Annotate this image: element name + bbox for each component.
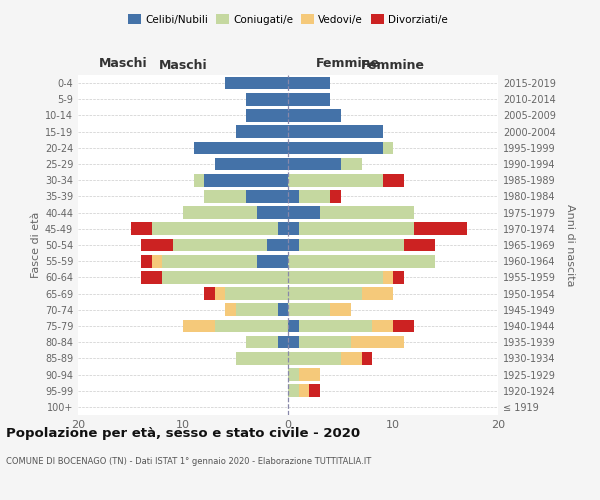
Bar: [130, 222, 151, 235]
Bar: [246, 93, 288, 106]
Bar: [246, 109, 288, 122]
Text: Femmine: Femmine: [316, 57, 380, 70]
Bar: [288, 190, 299, 202]
Bar: [277, 336, 288, 348]
Bar: [288, 255, 435, 268]
Bar: [183, 320, 215, 332]
Bar: [383, 142, 393, 154]
Bar: [151, 222, 277, 235]
Bar: [351, 336, 404, 348]
Bar: [299, 222, 414, 235]
Bar: [361, 288, 393, 300]
Bar: [288, 288, 361, 300]
Bar: [246, 190, 288, 202]
Bar: [383, 174, 404, 186]
Bar: [299, 238, 404, 252]
Y-axis label: Anni di nascita: Anni di nascita: [565, 204, 575, 286]
Bar: [215, 320, 288, 332]
Bar: [320, 206, 414, 219]
Text: Femmine: Femmine: [361, 60, 425, 72]
Bar: [299, 190, 330, 202]
Bar: [235, 304, 277, 316]
Bar: [288, 336, 299, 348]
Bar: [204, 190, 246, 202]
Bar: [288, 222, 299, 235]
Bar: [225, 288, 288, 300]
Legend: Celibi/Nubili, Coniugati/e, Vedovi/e, Divorziati/e: Celibi/Nubili, Coniugati/e, Vedovi/e, Di…: [124, 10, 452, 29]
Bar: [204, 288, 215, 300]
Bar: [277, 222, 288, 235]
Bar: [361, 352, 372, 364]
Bar: [288, 174, 383, 186]
Bar: [330, 190, 341, 202]
Bar: [235, 126, 288, 138]
Text: Maschi: Maschi: [98, 57, 148, 70]
Bar: [277, 304, 288, 316]
Bar: [393, 320, 414, 332]
Bar: [235, 352, 288, 364]
Bar: [257, 206, 288, 219]
Y-axis label: Fasce di età: Fasce di età: [31, 212, 41, 278]
Bar: [183, 206, 257, 219]
Bar: [141, 238, 173, 252]
Bar: [225, 304, 235, 316]
Bar: [393, 271, 404, 283]
Bar: [299, 368, 320, 381]
Bar: [288, 368, 299, 381]
Bar: [288, 77, 330, 90]
Bar: [151, 255, 162, 268]
Bar: [288, 142, 383, 154]
Bar: [204, 174, 288, 186]
Bar: [162, 255, 257, 268]
Bar: [341, 158, 361, 170]
Bar: [299, 336, 351, 348]
Bar: [288, 352, 341, 364]
Bar: [330, 304, 351, 316]
Bar: [372, 320, 393, 332]
Bar: [173, 238, 267, 252]
Bar: [414, 222, 467, 235]
Bar: [404, 238, 435, 252]
Bar: [215, 158, 288, 170]
Bar: [288, 384, 299, 397]
Bar: [383, 271, 393, 283]
Bar: [288, 126, 383, 138]
Bar: [288, 304, 330, 316]
Bar: [193, 174, 204, 186]
Bar: [246, 336, 277, 348]
Bar: [288, 320, 299, 332]
Bar: [141, 271, 162, 283]
Text: Maschi: Maschi: [158, 60, 208, 72]
Bar: [267, 238, 288, 252]
Bar: [299, 384, 309, 397]
Bar: [288, 238, 299, 252]
Bar: [309, 384, 320, 397]
Bar: [288, 158, 341, 170]
Bar: [162, 271, 288, 283]
Bar: [288, 206, 320, 219]
Bar: [257, 255, 288, 268]
Bar: [341, 352, 361, 364]
Text: Popolazione per età, sesso e stato civile - 2020: Popolazione per età, sesso e stato civil…: [6, 428, 360, 440]
Bar: [193, 142, 288, 154]
Bar: [215, 288, 225, 300]
Bar: [225, 77, 288, 90]
Bar: [288, 109, 341, 122]
Bar: [288, 93, 330, 106]
Bar: [288, 271, 383, 283]
Bar: [299, 320, 372, 332]
Bar: [141, 255, 151, 268]
Text: COMUNE DI BOCENAGO (TN) - Dati ISTAT 1° gennaio 2020 - Elaborazione TUTTITALIA.I: COMUNE DI BOCENAGO (TN) - Dati ISTAT 1° …: [6, 458, 371, 466]
